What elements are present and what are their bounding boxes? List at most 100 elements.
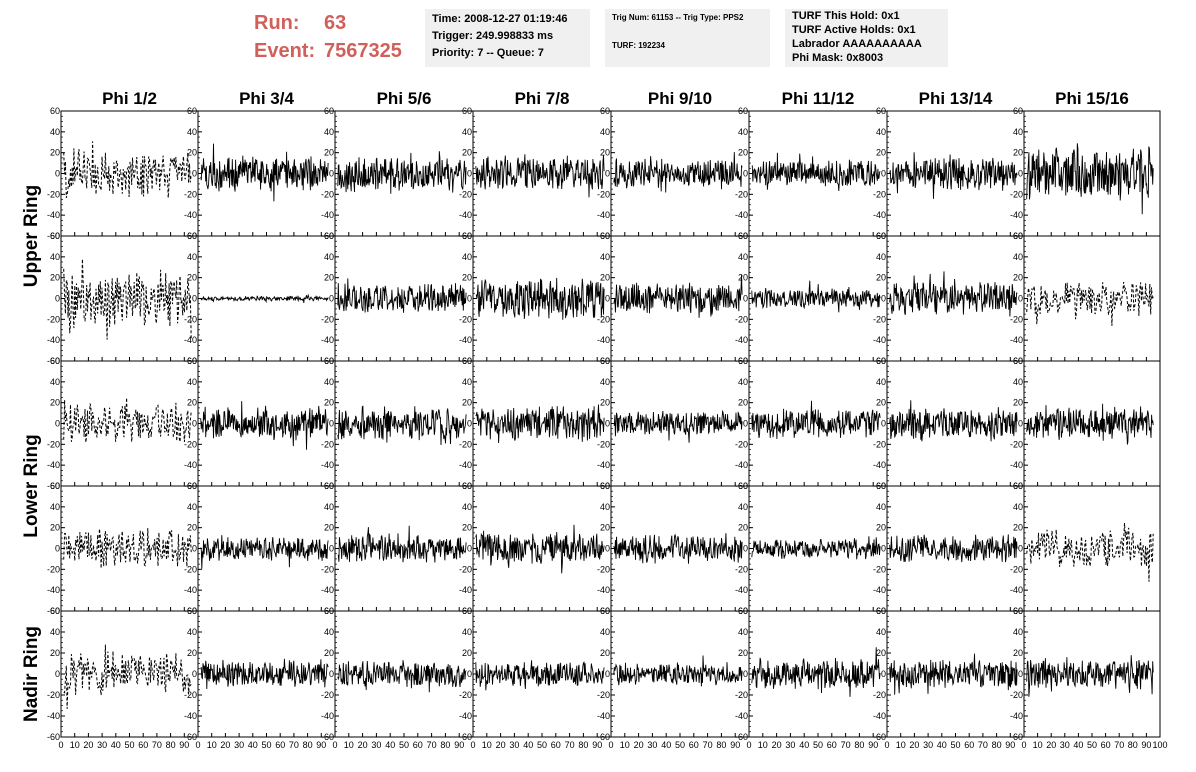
waveform-trace: [889, 271, 1018, 317]
y-tick-label: 60: [876, 106, 886, 116]
y-tick-label: -40: [459, 711, 472, 721]
y-tick-label: -40: [459, 335, 472, 345]
x-tick-label: 30: [923, 740, 933, 750]
event-label: Event:: [254, 40, 316, 62]
y-tick-label: 40: [324, 627, 334, 637]
x-tick-label: 50: [399, 740, 409, 750]
y-tick-label: -20: [735, 189, 748, 199]
y-tick-label: 40: [50, 502, 60, 512]
y-tick-label: 40: [738, 627, 748, 637]
x-tick-label: 10: [207, 740, 217, 750]
panel-frame: [60, 485, 199, 612]
y-tick-label: -20: [184, 439, 197, 449]
column-header: Phi 1/2: [102, 89, 157, 108]
y-tick-label: 60: [187, 231, 197, 241]
x-tick-label: 10: [70, 740, 80, 750]
y-tick-label: -40: [47, 711, 60, 721]
turf-info-panel: TURF This Hold: 0x1 TURF Active Holds: 0…: [785, 9, 948, 67]
y-tick-label: 40: [600, 127, 610, 137]
y-tick-label: 60: [462, 231, 472, 241]
y-tick-label: 60: [462, 356, 472, 366]
waveform-trace: [200, 535, 329, 569]
run-label: Run:: [254, 12, 300, 34]
y-tick-label: 20: [187, 523, 197, 533]
x-tick-label: 50: [675, 740, 685, 750]
y-tick-label: -40: [1010, 210, 1023, 220]
x-tick-label: 70: [152, 740, 162, 750]
y-tick-label: 0: [192, 669, 197, 679]
y-tick-label: -20: [321, 690, 334, 700]
y-tick-label: 0: [881, 419, 886, 429]
y-tick-label: -60: [1010, 732, 1023, 742]
y-tick-label: 20: [738, 148, 748, 158]
y-tick-label: -40: [1010, 460, 1023, 470]
x-tick-label: 50: [950, 740, 960, 750]
waveform-trace: [337, 151, 467, 194]
y-tick-label: 60: [1013, 606, 1023, 616]
y-tick-label: 0: [192, 294, 197, 304]
y-tick-label: 40: [324, 127, 334, 137]
y-tick-label: -20: [47, 314, 60, 324]
y-tick-label: -20: [597, 189, 610, 199]
x-tick-label: 60: [551, 740, 561, 750]
x-tick-label: 80: [854, 740, 864, 750]
x-tick-label: 0: [608, 740, 613, 750]
y-tick-label: 20: [50, 398, 60, 408]
y-tick-label: -40: [321, 210, 334, 220]
x-tick-label: 10: [896, 740, 906, 750]
y-tick-label: 20: [600, 398, 610, 408]
y-tick-label: 0: [1018, 544, 1023, 554]
y-tick-label: -20: [735, 564, 748, 574]
waveform-trace: [475, 404, 605, 444]
x-tick-label: 80: [992, 740, 1002, 750]
waveform-trace: [889, 400, 1018, 442]
y-tick-label: -40: [321, 335, 334, 345]
y-tick-label: 0: [605, 419, 610, 429]
y-tick-label: -20: [735, 314, 748, 324]
y-tick-label: 20: [462, 523, 472, 533]
y-tick-label: -40: [184, 585, 197, 595]
y-tick-label: -20: [321, 314, 334, 324]
y-tick-label: 20: [600, 273, 610, 283]
y-tick-label: -20: [1010, 314, 1023, 324]
y-tick-label: 0: [192, 419, 197, 429]
x-tick-label: 10: [344, 740, 354, 750]
y-tick-label: 40: [187, 127, 197, 137]
y-tick-label: -40: [597, 460, 610, 470]
x-tick-label: 0: [195, 740, 200, 750]
row-header: Lower Ring: [21, 434, 42, 537]
y-tick-label: 60: [187, 356, 197, 366]
y-tick-label: 40: [600, 627, 610, 637]
y-tick-label: -20: [321, 439, 334, 449]
column-header: Phi 9/10: [648, 89, 712, 108]
x-tick-label: 50: [813, 740, 823, 750]
turf-text: TURF: 192234: [612, 41, 665, 50]
y-tick-label: -20: [597, 564, 610, 574]
y-tick-label: 60: [50, 231, 60, 241]
y-tick-label: 60: [738, 606, 748, 616]
y-tick-label: -40: [873, 210, 886, 220]
y-tick-label: 60: [600, 356, 610, 366]
x-tick-label: 40: [937, 740, 947, 750]
trig-num-text: Trig Num: 61153 -- Trig Type: PPS2: [612, 13, 744, 22]
y-tick-label: 20: [738, 273, 748, 283]
waveform-trace: [1026, 281, 1154, 326]
y-tick-label: 40: [50, 377, 60, 387]
y-tick-label: 0: [881, 544, 886, 554]
y-tick-label: -60: [47, 732, 60, 742]
waveform-trace: [337, 660, 467, 693]
y-tick-label: 0: [1018, 169, 1023, 179]
y-tick-label: -40: [459, 210, 472, 220]
waveform-trace: [889, 653, 1018, 695]
x-tick-label: 60: [1101, 740, 1111, 750]
waveform-trace: [475, 154, 605, 198]
y-tick-label: 60: [1013, 356, 1023, 366]
